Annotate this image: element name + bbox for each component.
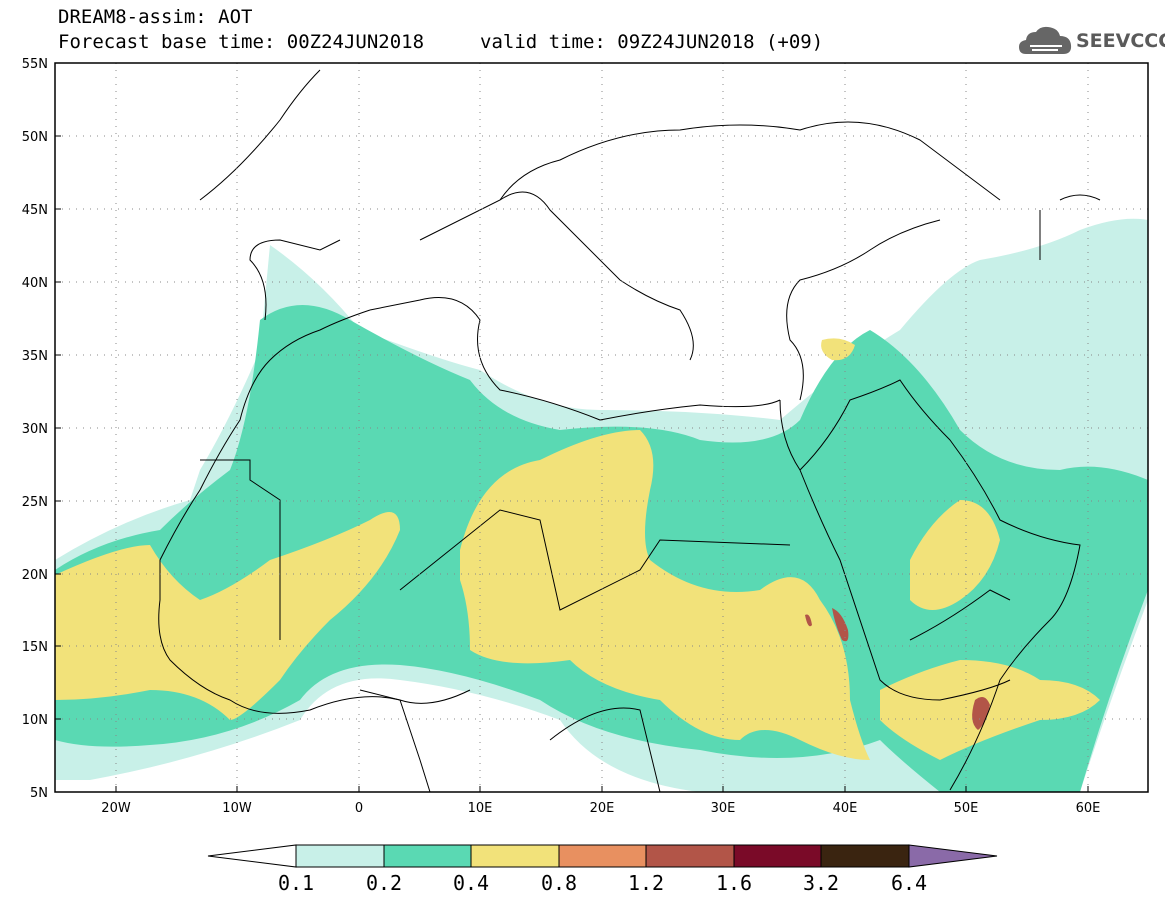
- lat-label: 10N: [22, 713, 48, 728]
- colorbar-label: 0.4: [453, 871, 489, 895]
- colorbar-under-triangle: [207, 844, 297, 868]
- colorbar-label: 0.1: [278, 871, 314, 895]
- tick-marks: [55, 135, 1089, 792]
- colorbar-bin: [733, 844, 822, 868]
- colorbar-label: 6.4: [891, 871, 927, 895]
- colorbar-label: 0.8: [541, 871, 577, 895]
- aot-field: [55, 218, 1148, 792]
- lat-label: 45N: [22, 203, 48, 218]
- lat-label: 5N: [30, 786, 48, 801]
- colorbar-bin: [295, 844, 385, 868]
- lat-label: 30N: [22, 422, 48, 437]
- logo-text: SEEVCCC: [1076, 30, 1165, 52]
- lon-labels: 20W 10W 0 10E 20E 30E 40E 50E 60E: [101, 801, 1100, 816]
- aot-band-1.2: [972, 696, 990, 730]
- lon-label: 30E: [711, 801, 736, 816]
- lat-label: 15N: [22, 640, 48, 655]
- colorbar-bin: [645, 844, 735, 868]
- colorbar-label: 1.6: [716, 871, 752, 895]
- lat-label: 20N: [22, 568, 48, 583]
- seevccc-logo: SEEVCCC: [1018, 24, 1165, 58]
- forecast-base-time: Forecast base time: 00Z24JUN2018: [58, 31, 425, 53]
- aot-band-1.2: [805, 614, 812, 627]
- lon-label: 40E: [833, 801, 858, 816]
- lat-labels: 55N 50N 45N 40N 35N 30N 25N 20N 15N 10N …: [22, 57, 48, 801]
- cloud-icon: [1019, 26, 1072, 54]
- aot-band-1.2: [832, 608, 849, 642]
- lon-label: 20E: [590, 801, 615, 816]
- colorbar-label: 3.2: [803, 871, 839, 895]
- colorbar-over-triangle: [908, 844, 998, 868]
- aot-band-0.4: [910, 500, 1000, 610]
- lon-label: 10E: [468, 801, 493, 816]
- coastlines: [158, 69, 1101, 792]
- colorbar-bin: [470, 844, 560, 868]
- lon-label: 60E: [1076, 801, 1101, 816]
- lat-label: 40N: [22, 276, 48, 291]
- lat-label: 25N: [22, 495, 48, 510]
- aot-band-0.4: [55, 512, 400, 720]
- lon-label: 20W: [101, 801, 131, 816]
- lon-label: 0: [355, 801, 363, 816]
- valid-time: valid time: 09Z24JUN2018 (+09): [480, 31, 824, 53]
- lat-label: 55N: [22, 57, 48, 72]
- colorbar-bin: [820, 844, 910, 868]
- aot-band-0.4: [460, 430, 870, 760]
- lon-label: 50E: [954, 801, 979, 816]
- colorbar-label: 0.2: [366, 871, 402, 895]
- aot-band-0.4: [880, 660, 1100, 760]
- colorbar-bin: [383, 844, 472, 868]
- colorbar-labels: 0.1 0.2 0.4 0.8 1.2 1.6 3.2 6.4: [278, 871, 927, 895]
- map-title: DREAM8-assim: AOT: [58, 6, 253, 28]
- lat-label: 35N: [22, 349, 48, 364]
- colorbar-bin: [558, 844, 647, 868]
- gridlines: [55, 63, 1148, 792]
- lat-label: 50N: [22, 130, 48, 145]
- colorbar-label: 1.2: [628, 871, 664, 895]
- colorbar: [207, 844, 998, 868]
- lon-label: 10W: [222, 801, 252, 816]
